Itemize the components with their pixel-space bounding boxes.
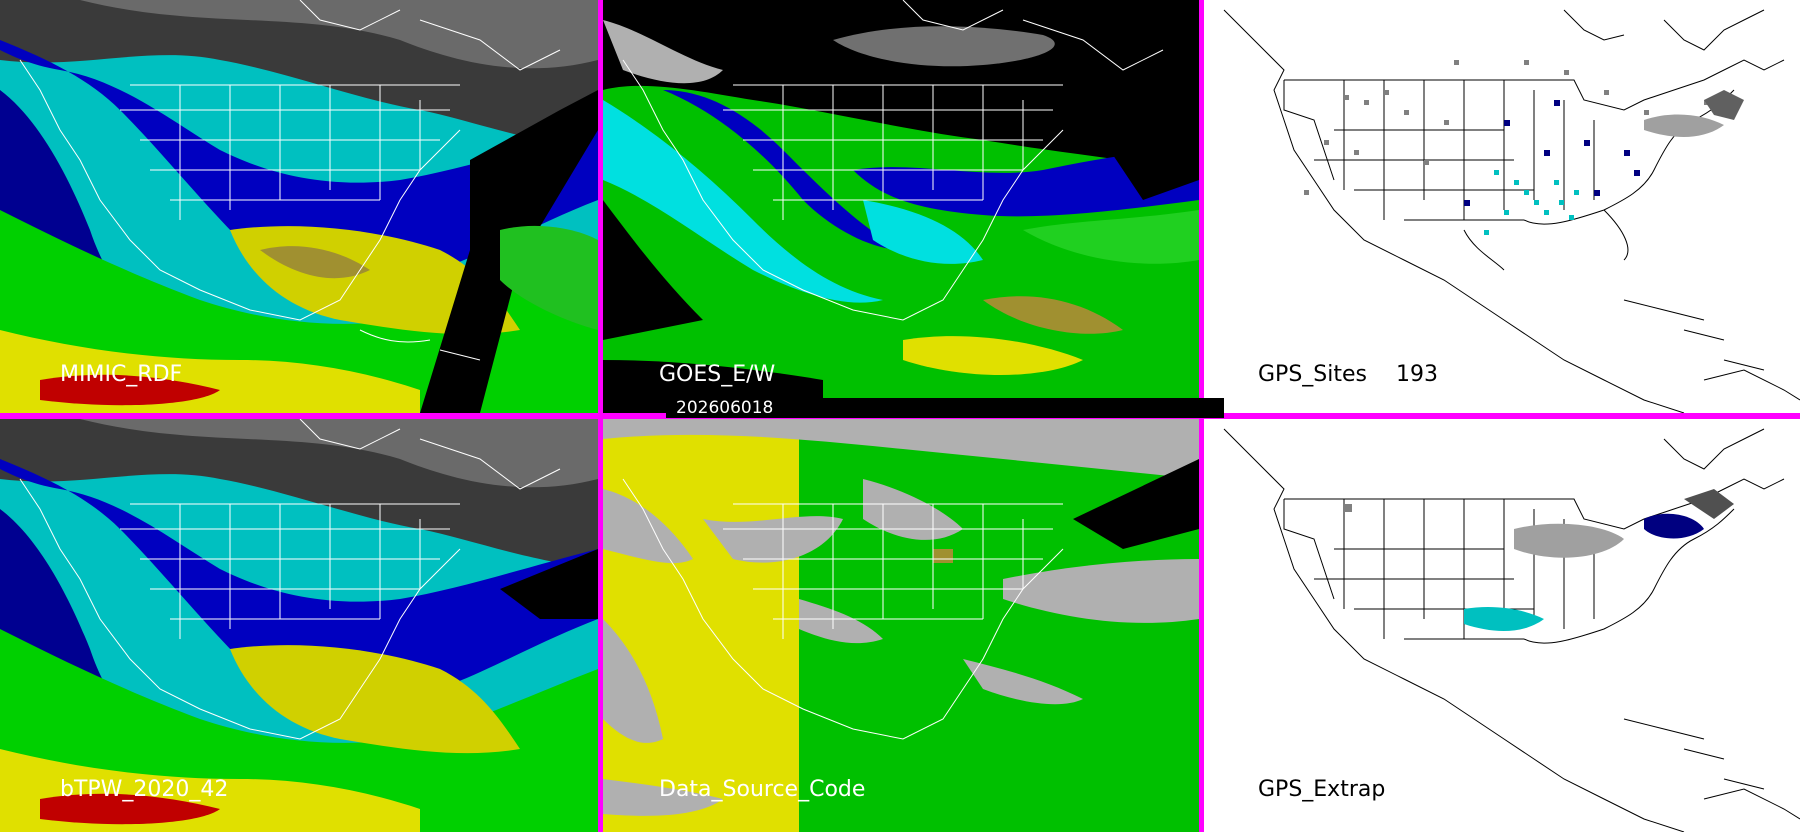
gps-sites-label: GPS_Sites xyxy=(1258,362,1367,387)
timestamp-bar: 202606018 xyxy=(666,398,1224,418)
mimic-rdf-panel: MIMIC_RDF xyxy=(0,0,598,413)
mimic-rdf-map xyxy=(0,0,598,413)
btpw-map xyxy=(0,419,598,832)
data-source-label: Data_Source_Code xyxy=(659,777,866,802)
goes-label: GOES_E/W xyxy=(659,362,776,387)
gps-sites-panel: GPS_Sites 193 xyxy=(1204,0,1800,413)
gps-extrap-panel: GPS_Extrap xyxy=(1204,419,1800,832)
gps-extrap-label: GPS_Extrap xyxy=(1258,777,1386,802)
mimic-rdf-label: MIMIC_RDF xyxy=(60,362,183,387)
btpw-label: bTPW_2020_42 xyxy=(60,777,229,802)
data-source-panel: Data_Source_Code xyxy=(603,419,1199,832)
gps-sites-count: 193 xyxy=(1396,362,1438,387)
btpw-panel: bTPW_2020_42 xyxy=(0,419,598,832)
gps-extrap-map xyxy=(1204,419,1800,832)
goes-panel: GOES_E/W xyxy=(603,0,1199,413)
gps-sites-map xyxy=(1204,0,1800,413)
goes-map xyxy=(603,0,1199,413)
data-source-map xyxy=(603,419,1199,832)
